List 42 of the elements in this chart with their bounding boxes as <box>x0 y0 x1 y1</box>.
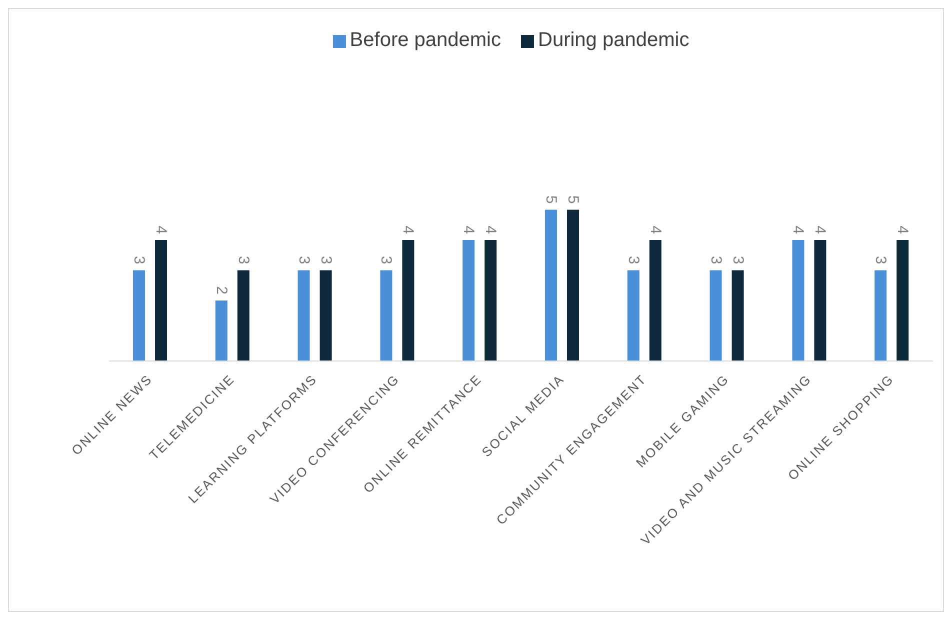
bar <box>462 240 475 361</box>
bar <box>320 270 332 361</box>
data-label: 3 <box>624 256 642 264</box>
bar <box>567 210 579 361</box>
data-label: 5 <box>564 195 582 204</box>
bar <box>484 240 497 361</box>
data-label: 4 <box>482 226 500 234</box>
bar <box>298 270 310 361</box>
data-label: 3 <box>317 256 334 264</box>
bar <box>155 240 167 361</box>
data-label: 3 <box>295 256 312 264</box>
bar <box>380 270 392 361</box>
data-label: 4 <box>460 226 478 234</box>
bar <box>896 240 909 361</box>
bar <box>649 240 662 361</box>
bar <box>133 270 145 361</box>
bar <box>627 270 640 361</box>
bar <box>814 240 826 361</box>
legend-label: During pandemic <box>538 29 690 51</box>
data-label: 4 <box>646 226 664 234</box>
bar <box>215 300 228 361</box>
bar <box>792 240 804 361</box>
bar <box>874 270 887 361</box>
data-label: 4 <box>894 226 912 234</box>
data-label: 3 <box>378 256 395 264</box>
data-label: 3 <box>872 256 890 264</box>
data-label: 3 <box>729 256 746 264</box>
data-label: 3 <box>130 256 148 264</box>
data-label: 5 <box>542 195 560 204</box>
data-label: 4 <box>152 226 170 234</box>
bar <box>545 210 557 361</box>
bar <box>732 270 744 361</box>
data-label: 2 <box>212 286 230 294</box>
data-label: 3 <box>234 256 252 264</box>
data-label: 3 <box>707 256 724 264</box>
data-label: 4 <box>790 226 807 234</box>
bar <box>237 270 250 361</box>
data-label: 4 <box>400 226 417 234</box>
bar <box>402 240 414 361</box>
data-label: 4 <box>812 226 829 234</box>
bar <box>710 270 722 361</box>
legend-label: Before pandemic <box>350 29 501 51</box>
